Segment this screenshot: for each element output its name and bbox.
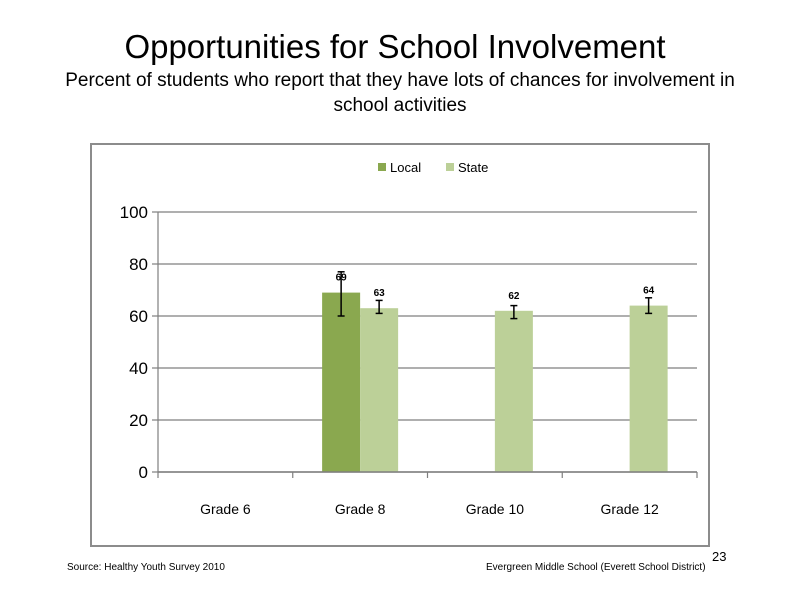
y-tick-label: 0 [139, 463, 148, 482]
y-tick-label: 100 [120, 203, 148, 222]
data-label: 62 [508, 291, 520, 302]
data-label: 64 [643, 286, 655, 297]
school-note: Evergreen Middle School (Everett School … [486, 562, 706, 573]
x-tick-label: Grade 8 [335, 501, 386, 517]
x-tick-label: Grade 12 [600, 501, 659, 517]
y-tick-label: 60 [129, 307, 148, 326]
data-label: 69 [336, 273, 348, 284]
slide-subtitle: Percent of students who report that they… [65, 70, 735, 116]
source-note: Source: Healthy Youth Survey 2010 [67, 562, 225, 573]
page-number: 23 [712, 549, 727, 564]
bar-state [629, 305, 668, 472]
y-tick-label: 40 [129, 359, 148, 378]
bar-local [322, 292, 361, 472]
y-tick-label: 80 [129, 255, 148, 274]
chart-frame: 0 20 40 60 80 100 Grade 6 Grade 8 69 63 Grade 10 62… [90, 143, 710, 547]
y-tick-label: 20 [129, 411, 148, 430]
bar-chart: 0 20 40 60 80 100 Grade 6 Grade 8 69 63 Grade 10 62… [120, 160, 698, 517]
data-label: 63 [374, 288, 386, 299]
bar-state [494, 310, 533, 472]
legend-label-local: Local [390, 160, 421, 175]
legend-label-state: State [458, 160, 488, 175]
slide-title: Opportunities for School Involvement [124, 28, 666, 65]
x-tick-label: Grade 6 [200, 501, 251, 517]
legend-swatch-state [446, 163, 454, 171]
legend-swatch-local [378, 163, 386, 171]
bar-state [360, 308, 399, 472]
x-tick-label: Grade 10 [466, 501, 525, 517]
